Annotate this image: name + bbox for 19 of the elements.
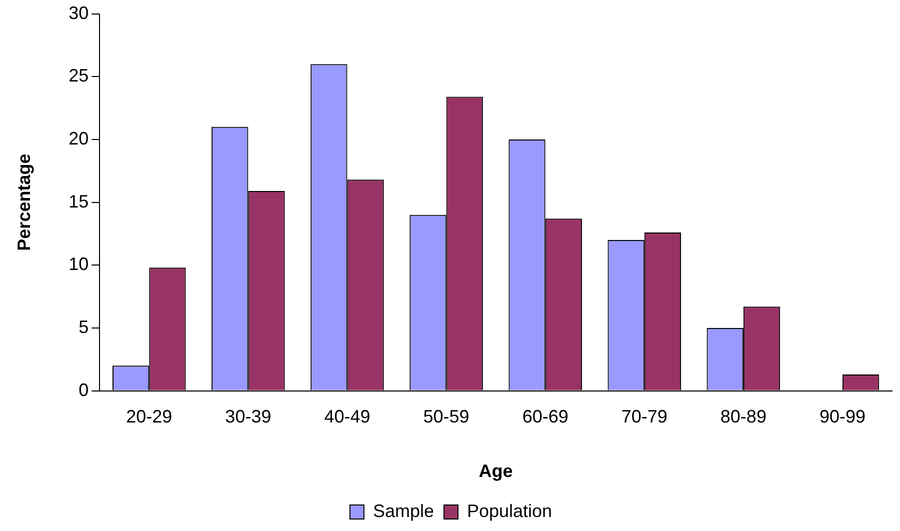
y-tick-label: 25 [68,66,89,86]
y-tick-label: 20 [68,128,89,148]
x-axis-title: Age [478,461,513,482]
y-tick-label: 15 [68,191,89,212]
x-tick-label: 40-49 [324,406,370,427]
y-tick-label: 10 [68,254,89,274]
x-tick-label: 70-79 [621,406,668,427]
x-tick-label: 90-99 [819,406,866,427]
y-tick-label: 0 [78,380,89,400]
y-axis-title: Percentage [14,154,34,251]
x-tick-label: 20-29 [126,406,172,427]
x-tick-label: 80-89 [720,406,766,427]
y-tick-label: 5 [78,316,89,337]
x-tick-label: 30-39 [225,406,272,427]
x-tick-label: 50-59 [423,406,470,427]
legend-label: Population [466,500,552,521]
legend-label: Sample [372,500,434,521]
x-tick-label: 60-69 [522,406,568,427]
y-tick-label: 30 [68,2,89,23]
